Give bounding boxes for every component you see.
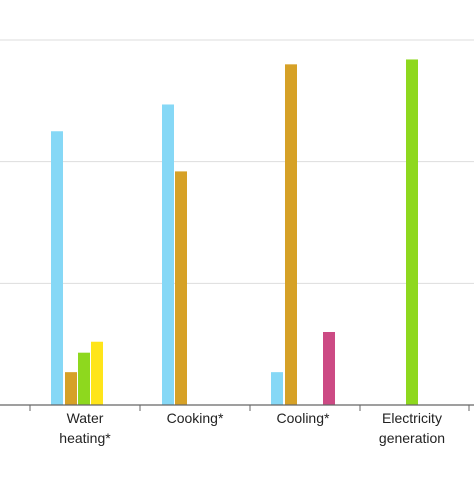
bars [51, 59, 418, 405]
bar [91, 341, 103, 405]
bar [285, 64, 297, 405]
x-tick-label: Water heating* [59, 410, 111, 446]
bar [323, 332, 335, 405]
bar [65, 372, 77, 405]
bar [175, 171, 187, 405]
x-axis [0, 404, 474, 411]
bar [162, 104, 174, 405]
x-tick-label: Electricity generation [379, 410, 445, 446]
x-tick-label: Cooking* [167, 410, 224, 426]
category-labels: Water heating* Cooking* Cooling* Electricity… [59, 410, 445, 446]
bar [51, 131, 63, 405]
x-tick-label: Cooling* [277, 410, 330, 426]
bar [271, 372, 283, 405]
bar [78, 352, 90, 405]
bar [406, 59, 418, 405]
gridlines [0, 39, 474, 284]
